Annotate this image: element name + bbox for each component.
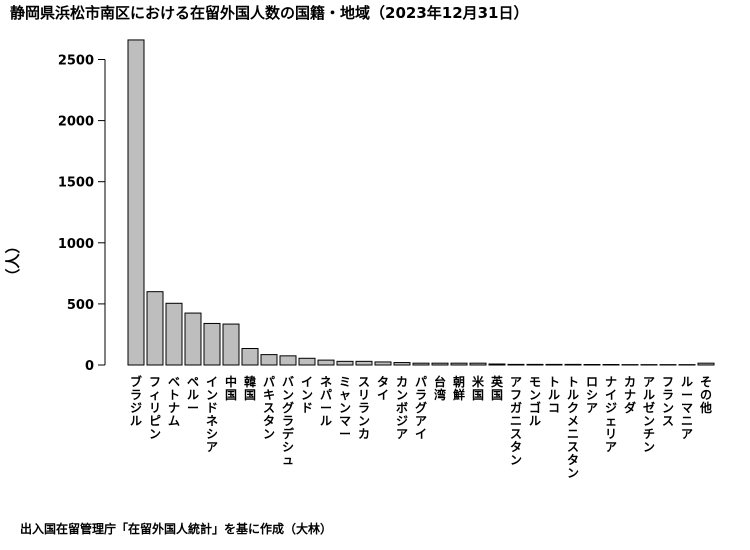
x-tick-label: スリランカ — [358, 375, 370, 441]
x-tick-label: アフガニスタン — [510, 375, 522, 467]
y-tick-label: 2500 — [58, 54, 94, 69]
x-tick-label: トルクメニスタン — [567, 375, 579, 480]
x-tick-label: アルゼンチン — [643, 375, 655, 454]
x-tick-label: 米国 — [472, 374, 485, 402]
x-tick-label: その他 — [699, 375, 712, 415]
bar — [412, 362, 430, 366]
bar — [488, 363, 506, 366]
y-axis-title: （人） — [4, 238, 22, 283]
bar — [393, 362, 411, 366]
x-tick-label: ネパール — [320, 375, 332, 428]
bars-group — [127, 39, 715, 366]
bar — [336, 360, 354, 366]
x-tick-label: フィリピン — [149, 375, 161, 441]
bar — [545, 363, 563, 366]
x-tick-label: カナダ — [624, 375, 636, 415]
x-tick-label: カンボジア — [396, 375, 408, 441]
bar — [279, 355, 297, 366]
x-labels-group: ブラジルフィリピンベトナムペルーインドネシア中国韓国パキスタンバングラデシュイン… — [130, 374, 712, 480]
bar — [526, 363, 544, 366]
x-tick-label: ミャンマー — [339, 375, 351, 441]
x-tick-label: トルコ — [548, 375, 560, 415]
bar — [165, 302, 183, 366]
y-tick-label: 2000 — [58, 115, 94, 130]
x-tick-label: モンゴル — [529, 375, 541, 428]
y-axis-title-group: （人） — [4, 238, 22, 283]
x-tick-label: 中国 — [225, 374, 237, 402]
y-tick-label: 500 — [67, 298, 94, 313]
x-tick-label: 英国 — [491, 374, 504, 402]
bar — [374, 361, 392, 366]
y-tick-label: 1000 — [58, 237, 94, 252]
chart-title: 静岡県浜松市南区における在留外国人数の国籍・地域（2023年12月31日） — [10, 4, 529, 22]
x-tick-label: ペルー — [187, 375, 199, 415]
x-tick-label: フランス — [662, 375, 674, 428]
x-tick-label: タイ — [377, 375, 389, 402]
bar — [317, 359, 335, 366]
x-tick-label: パラグアイ — [415, 375, 427, 441]
x-tick-label: ベトナム — [168, 375, 180, 428]
y-tick-label: 0 — [85, 359, 94, 374]
bar — [507, 363, 525, 366]
bar — [260, 354, 278, 366]
bar — [450, 362, 468, 366]
bar — [431, 362, 449, 366]
bar — [184, 312, 202, 366]
bar — [469, 362, 487, 366]
x-tick-label: ナイジェリア — [605, 375, 617, 454]
x-tick-label: インド — [301, 375, 313, 415]
x-tick-label: ルーマニア — [681, 375, 693, 441]
y-axis: 0 500 1000 1500 2000 2500 — [58, 54, 106, 374]
x-tick-label: 韓国 — [244, 374, 256, 402]
bar — [564, 363, 582, 366]
x-tick-label: インドネシア — [206, 375, 218, 454]
chart-source-note: 出入国在留管理庁「在留外国人統計」を基に作成（大林） — [20, 522, 333, 536]
bar — [127, 39, 145, 366]
bar — [298, 357, 316, 366]
bar — [222, 323, 240, 366]
y-tick-label: 1500 — [58, 176, 94, 191]
bar — [355, 360, 373, 366]
x-tick-label: バングラデシュ — [282, 375, 295, 467]
bar — [203, 322, 221, 366]
bar — [697, 362, 715, 366]
x-tick-label: ブラジル — [130, 374, 142, 428]
x-tick-label: パキスタン — [263, 375, 275, 441]
bar — [146, 291, 164, 366]
x-tick-label: 台湾 — [434, 374, 446, 402]
x-tick-label: 朝鮮 — [453, 374, 465, 402]
x-tick-label: ロシア — [586, 375, 598, 415]
bar — [241, 348, 259, 366]
